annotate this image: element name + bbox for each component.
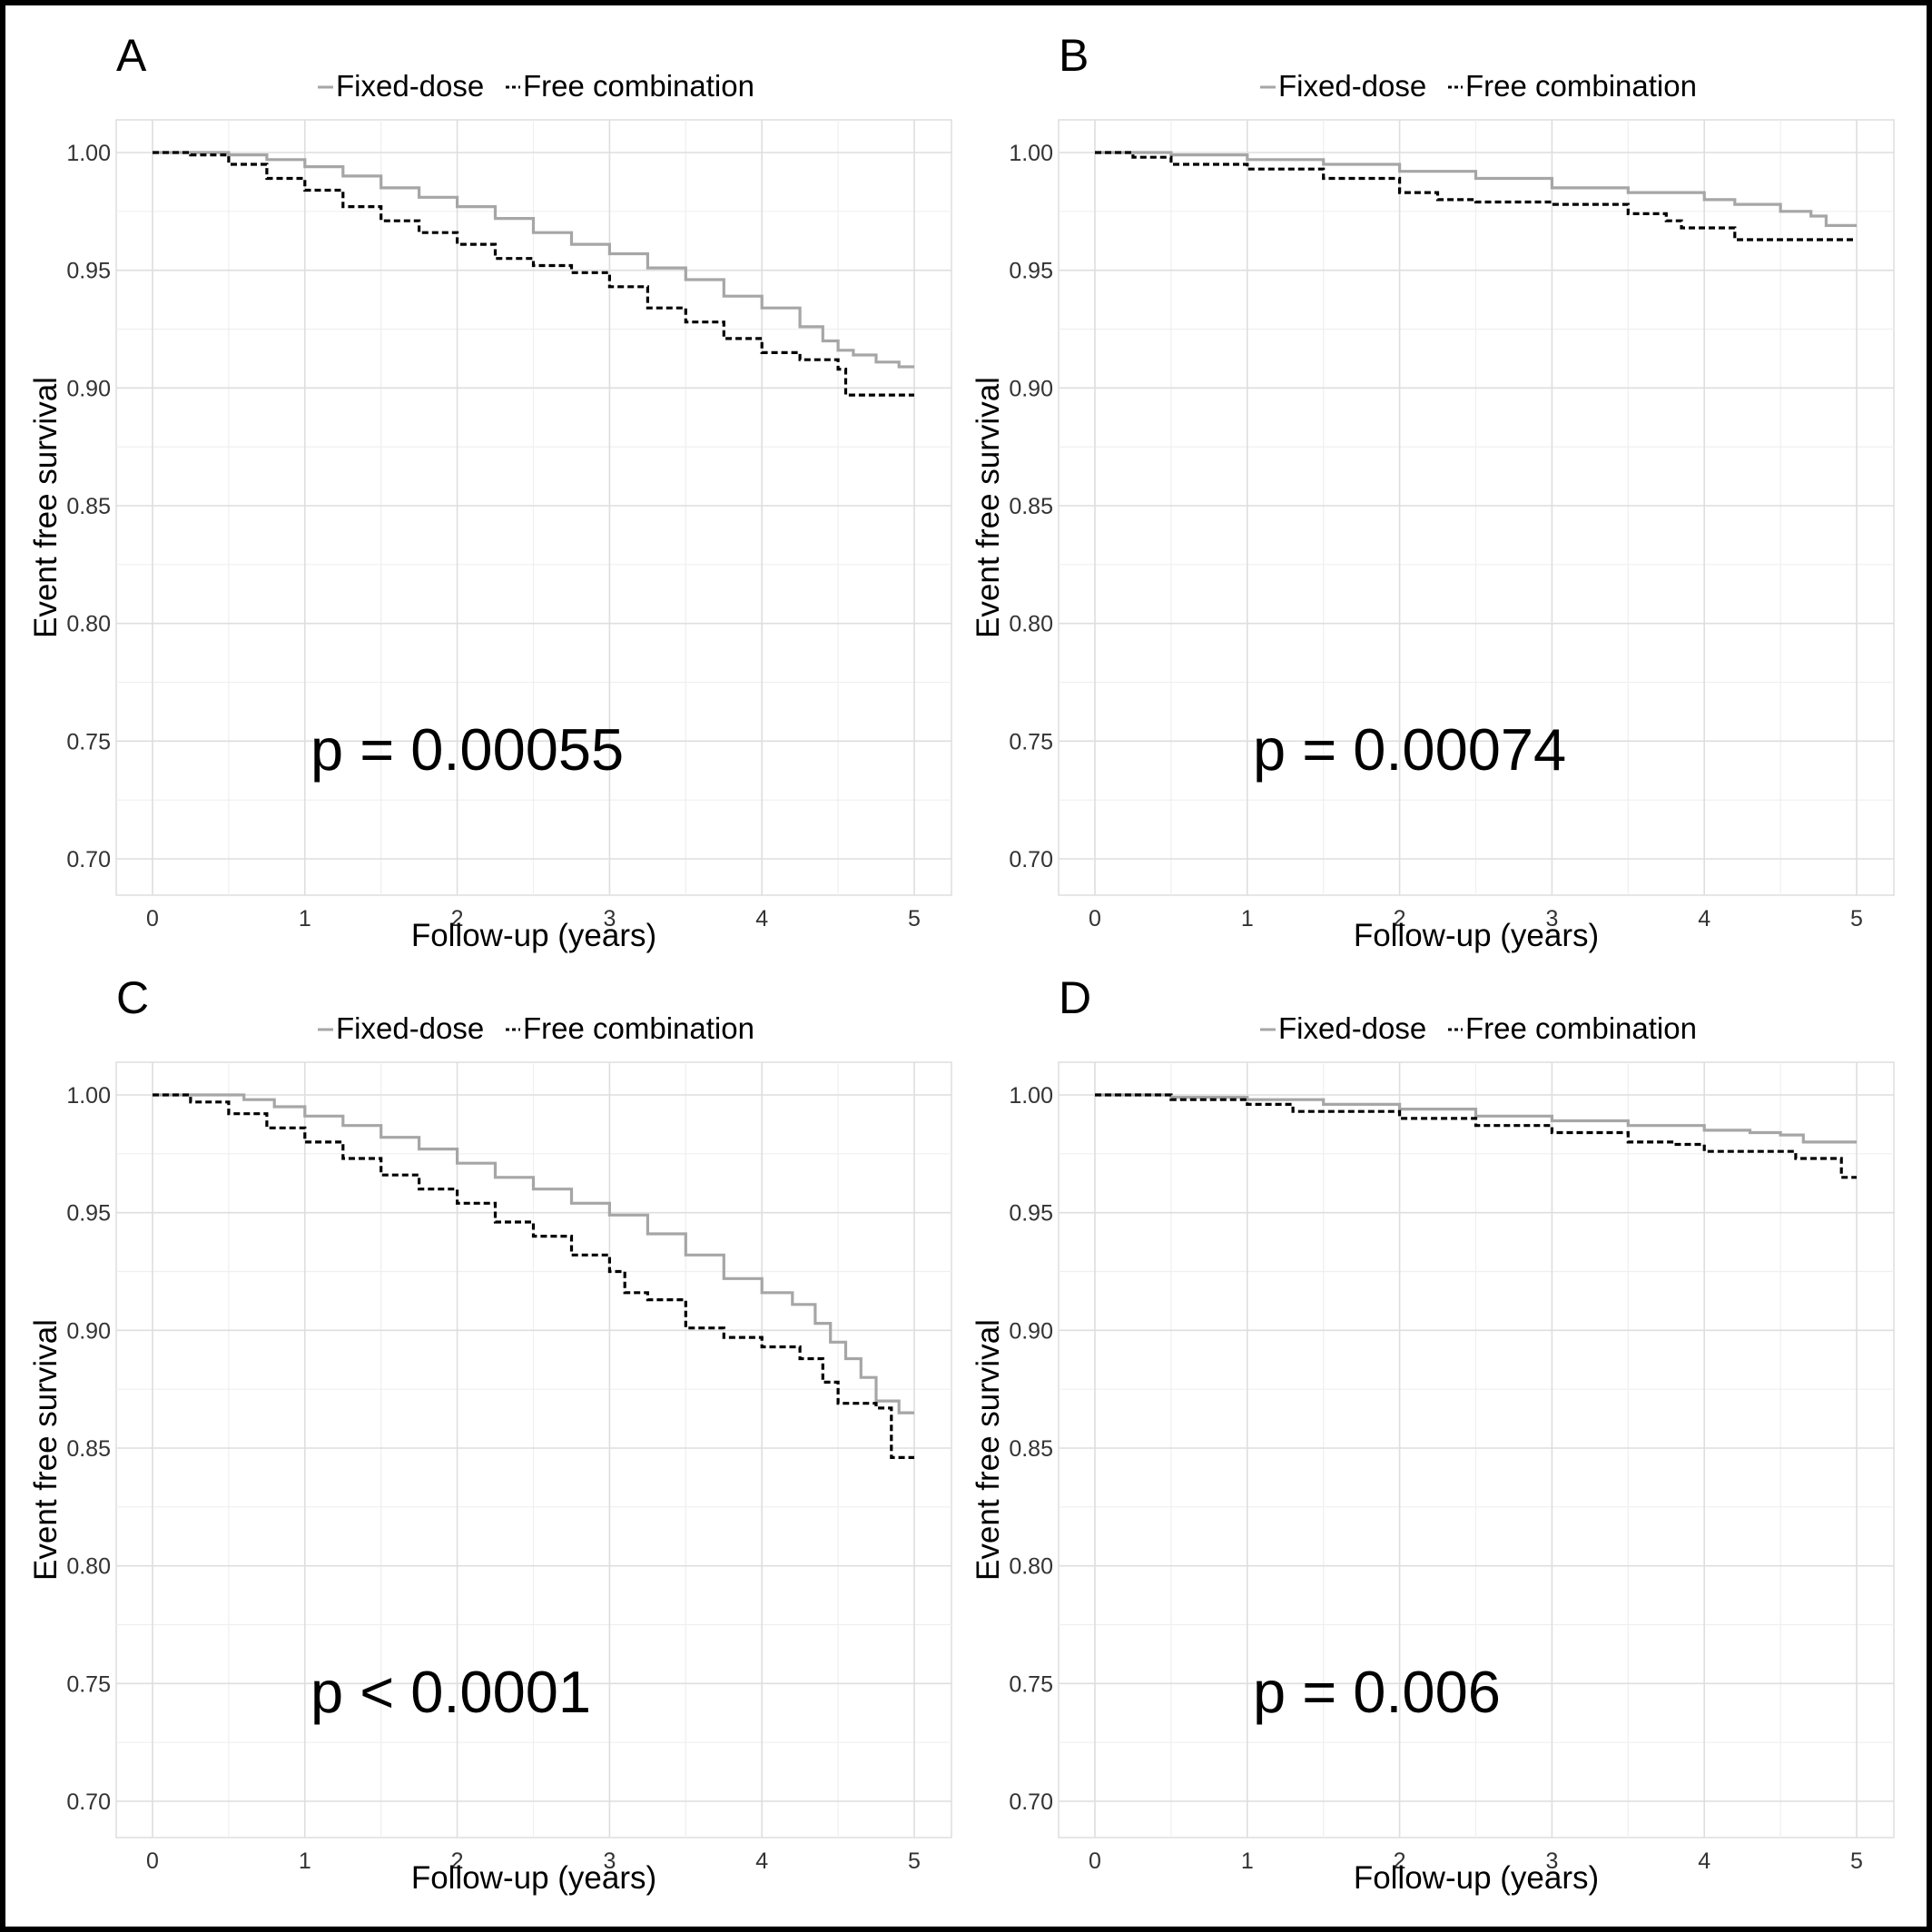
panel-a: 0 1 2 3 4 5 0.70 0.75 0.80 0.85 0.90 0.95 1.00 A Fixed… [28,30,952,953]
legend-label-free-combination: Free combination [523,69,754,103]
y-tick-label: 0.90 [66,1318,111,1344]
panel-d: 0 1 2 3 4 5 0.70 0.75 0.80 0.85 0.90 0.95 1.00 D Fixed… [971,972,1895,1896]
x-tick-label: 3 [1545,906,1558,932]
y-tick-label: 0.80 [66,612,111,637]
fixed-dose-curve [153,1093,914,1414]
x-tick-label: 3 [603,906,616,932]
y-tick-label: 0.90 [1009,376,1053,401]
y-axis-title: Event free survival [971,377,1006,638]
free-combination-curve [153,1093,914,1459]
y-tick-label: 0.95 [1009,259,1053,284]
y-tick-label: 0.85 [1009,1436,1053,1462]
figure-canvas: 0 1 2 3 4 5 0.70 0.75 0.80 0.85 0.90 0.95 1.00 A Fixed… [28,30,1895,1896]
fixed-dose-curve [1095,1093,1857,1144]
y-tick-label: 0.95 [66,1201,111,1227]
y-tick-label: 0.85 [66,494,111,519]
y-tick-label: 0.85 [66,1436,111,1462]
y-tick-label: 0.75 [66,1671,111,1697]
x-axis-title: Follow-up (years) [411,918,656,953]
fixed-dose-curve [153,151,914,369]
free-combination-curve [1095,151,1857,242]
y-tick-label: 1.00 [1009,1083,1053,1109]
legend-label-free-combination: Free combination [1465,1011,1697,1045]
p-value-annotation: p = 0.00055 [310,716,624,783]
y-tick-label: 0.95 [1009,1201,1053,1227]
x-tick-label: 2 [1394,906,1406,932]
p-value-annotation: p < 0.0001 [310,1659,591,1725]
x-tick-label: 3 [603,1848,616,1874]
fixed-dose-curve [1095,151,1857,227]
y-tick-label: 0.75 [1009,729,1053,754]
x-tick-label: 5 [908,906,921,932]
x-tick-label: 1 [299,906,311,932]
y-axis-title: Event free survival [28,1319,64,1581]
x-tick-label: 4 [755,1848,768,1874]
y-tick-label: 1.00 [66,1083,111,1109]
x-tick-label: 0 [1089,1848,1101,1874]
x-tick-label: 0 [1089,906,1101,932]
legend-label-fixed-dose: Fixed-dose [336,69,484,103]
y-axis-title: Event free survival [971,1319,1006,1581]
free-combination-curve [153,151,914,397]
free-combination-curve [1095,1093,1857,1179]
x-tick-label: 1 [1241,906,1254,932]
x-tick-label: 4 [755,906,768,932]
x-tick-label: 0 [146,906,159,932]
x-axis-title: Follow-up (years) [1354,918,1599,953]
x-tick-label: 2 [451,906,464,932]
x-tick-label: 0 [146,1848,159,1874]
y-tick-label: 0.70 [1009,847,1053,872]
legend-label-fixed-dose: Fixed-dose [336,1011,484,1045]
x-tick-label: 2 [451,1848,464,1874]
panel-label-a: A [116,30,147,81]
legend-label-free-combination: Free combination [523,1011,754,1045]
y-tick-label: 0.70 [1009,1789,1053,1815]
panel-b: 0 1 2 3 4 5 0.70 0.75 0.80 0.85 0.90 0.95 1.00 B Fixed… [971,30,1895,953]
y-axis-title: Event free survival [28,377,64,638]
y-tick-label: 0.85 [1009,494,1053,519]
legend-label-fixed-dose: Fixed-dose [1278,1011,1426,1045]
x-tick-label: 1 [1241,1848,1254,1874]
y-tick-label: 0.70 [66,1789,111,1815]
y-tick-label: 0.75 [66,729,111,754]
x-tick-label: 3 [1545,1848,1558,1874]
y-tick-label: 0.80 [66,1554,111,1580]
x-tick-label: 5 [908,1848,921,1874]
x-tick-label: 5 [1850,1848,1863,1874]
y-tick-label: 0.90 [66,376,111,401]
legend-label-fixed-dose: Fixed-dose [1278,69,1426,103]
panel-label-c: C [116,972,149,1023]
x-tick-label: 2 [1394,1848,1406,1874]
legend-label-free-combination: Free combination [1465,69,1697,103]
panel-label-b: B [1059,30,1089,81]
y-tick-label: 0.80 [1009,1554,1053,1580]
x-tick-label: 4 [1698,1848,1710,1874]
y-tick-label: 0.95 [66,259,111,284]
panel-c: 0 1 2 3 4 5 0.70 0.75 0.80 0.85 0.90 0.95 1.00 C Fixed… [28,972,952,1896]
panel-label-d: D [1059,972,1091,1023]
p-value-annotation: p = 0.00074 [1253,716,1566,783]
x-tick-label: 4 [1698,906,1710,932]
y-tick-label: 0.90 [1009,1318,1053,1344]
y-tick-label: 0.70 [66,847,111,872]
x-tick-label: 5 [1850,906,1863,932]
x-tick-label: 1 [299,1848,311,1874]
y-tick-label: 0.80 [1009,612,1053,637]
x-axis-title: Follow-up (years) [411,1860,656,1896]
p-value-annotation: p = 0.006 [1253,1659,1501,1725]
y-tick-label: 1.00 [1009,141,1053,166]
x-axis-title: Follow-up (years) [1354,1860,1599,1896]
y-tick-label: 1.00 [66,141,111,166]
y-tick-label: 0.75 [1009,1671,1053,1697]
